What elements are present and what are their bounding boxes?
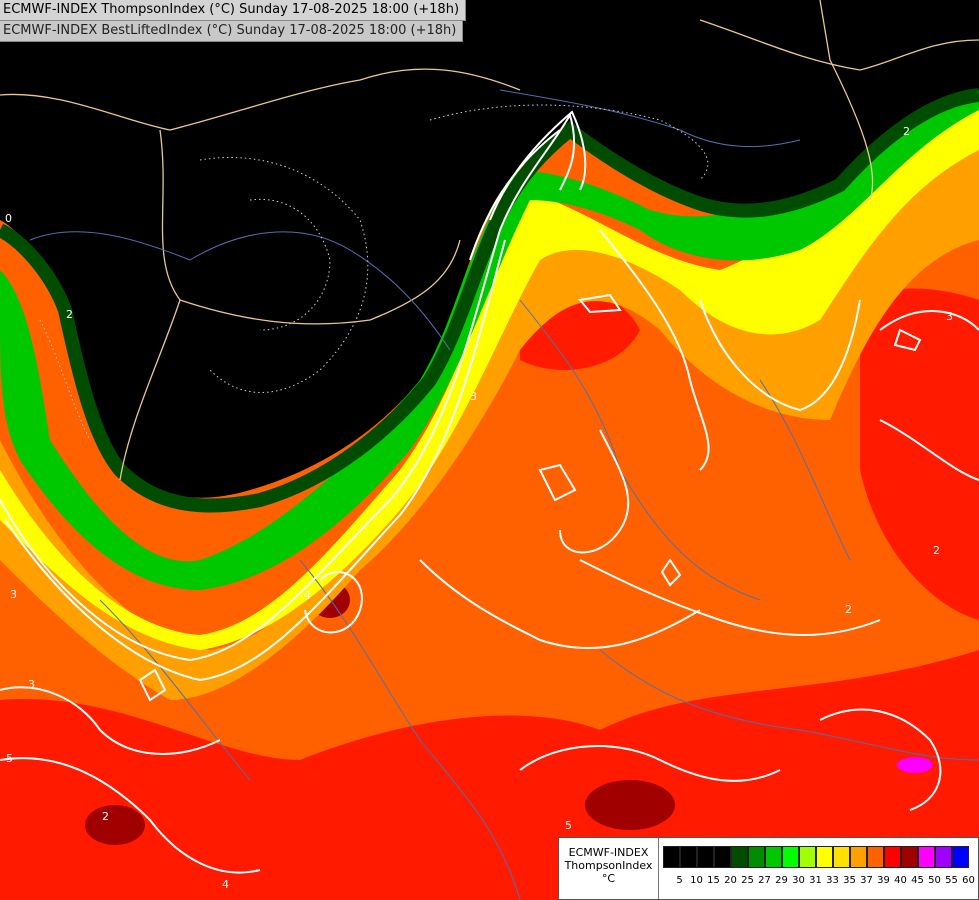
- contour-label: 2: [933, 544, 940, 557]
- contour-label: 3: [946, 310, 953, 323]
- legend-ticks: 5 10 15 20 25 27 29 30 31 33 35 37 39 40 45 50 55 60: [671, 875, 977, 886]
- hotspot: [585, 780, 675, 830]
- legend-swatches: [663, 846, 969, 868]
- map-title-secondary: ECMWF-INDEX BestLiftedIndex (°C) Sunday …: [0, 21, 464, 42]
- color-legend: ECMWF-INDEX ThompsonIndex °C 5 10 15 20 25 27…: [558, 837, 979, 900]
- dark-green-edge: [0, 88, 979, 513]
- legend-swatch: [731, 846, 748, 868]
- hotspot: [85, 805, 145, 845]
- map-title-primary: ECMWF-INDEX ThompsonIndex (°C) Sunday 17…: [0, 0, 467, 21]
- legend-tick-label: 33: [826, 875, 839, 886]
- legend-tick-label: 60: [962, 875, 975, 886]
- legend-swatch: [663, 846, 680, 868]
- orange-belt: [0, 120, 979, 700]
- contour-label: 2: [102, 810, 109, 823]
- legend-tick-label: 27: [758, 875, 771, 886]
- lifted-index-contours: [0, 110, 979, 874]
- legend-swatch: [850, 846, 867, 868]
- contour-label: 3: [470, 390, 477, 403]
- legend-tick-label: 45: [911, 875, 924, 886]
- low-index-area: [0, 0, 979, 498]
- red-zone-east: [860, 288, 979, 620]
- magenta-spot: [897, 757, 933, 773]
- legend-swatch: [816, 846, 833, 868]
- legend-variable: ThompsonIndex: [564, 859, 653, 872]
- contour-label: 5: [6, 752, 13, 765]
- legend-tick-label: 31: [809, 875, 822, 886]
- yellow-belt: [0, 100, 979, 650]
- contour-label: 3: [10, 588, 17, 601]
- legend-swatch: [782, 846, 799, 868]
- legend-swatch: [680, 846, 697, 868]
- legend-tick-label: 29: [775, 875, 788, 886]
- contour-label: 3: [28, 678, 35, 691]
- contour-label: 5: [565, 819, 572, 832]
- legend-swatch: [748, 846, 765, 868]
- legend-swatch: [935, 846, 952, 868]
- legend-tick-label: 40: [894, 875, 907, 886]
- legend-swatch: [901, 846, 918, 868]
- legend-tick-label: 15: [707, 875, 720, 886]
- legend-swatch: [867, 846, 884, 868]
- legend-tick-label: 30: [792, 875, 805, 886]
- legend-swatch: [799, 846, 816, 868]
- legend-tick-label: 37: [860, 875, 873, 886]
- contour-label: 4: [304, 589, 311, 602]
- legend-model: ECMWF-INDEX: [568, 846, 649, 859]
- legend-tick-label: 39: [877, 875, 890, 886]
- contour-label: 2: [903, 125, 910, 138]
- legend-swatch: [765, 846, 782, 868]
- legend-swatch: [714, 846, 731, 868]
- legend-swatch: [884, 846, 901, 868]
- legend-tick-label: 55: [945, 875, 958, 886]
- legend-unit: °C: [601, 872, 616, 885]
- country-borders: [0, 0, 979, 481]
- legend-swatch: [952, 846, 969, 868]
- legend-swatch: [918, 846, 935, 868]
- legend-swatch: [697, 846, 714, 868]
- legend-tick-label: 50: [928, 875, 941, 886]
- legend-swatch: [833, 846, 850, 868]
- legend-tick-label: 5: [676, 875, 683, 886]
- contour-label: 4: [222, 878, 229, 891]
- contour-label: 2: [66, 308, 73, 321]
- legend-tick-label: 20: [724, 875, 737, 886]
- legend-tick-label: 25: [741, 875, 754, 886]
- thompson-dotted-contours: [39, 104, 709, 441]
- contour-label: 2: [845, 603, 852, 616]
- contour-label: 0: [5, 212, 12, 225]
- legend-label: ECMWF-INDEX ThompsonIndex °C: [559, 838, 659, 899]
- region-borders: [29, 89, 979, 900]
- contour-label-group: 0 2 2 3 3 3 4 4 5 5 2 2 3 2: [5, 125, 953, 891]
- legend-tick-label: 10: [690, 875, 703, 886]
- legend-tick-label: 35: [843, 875, 856, 886]
